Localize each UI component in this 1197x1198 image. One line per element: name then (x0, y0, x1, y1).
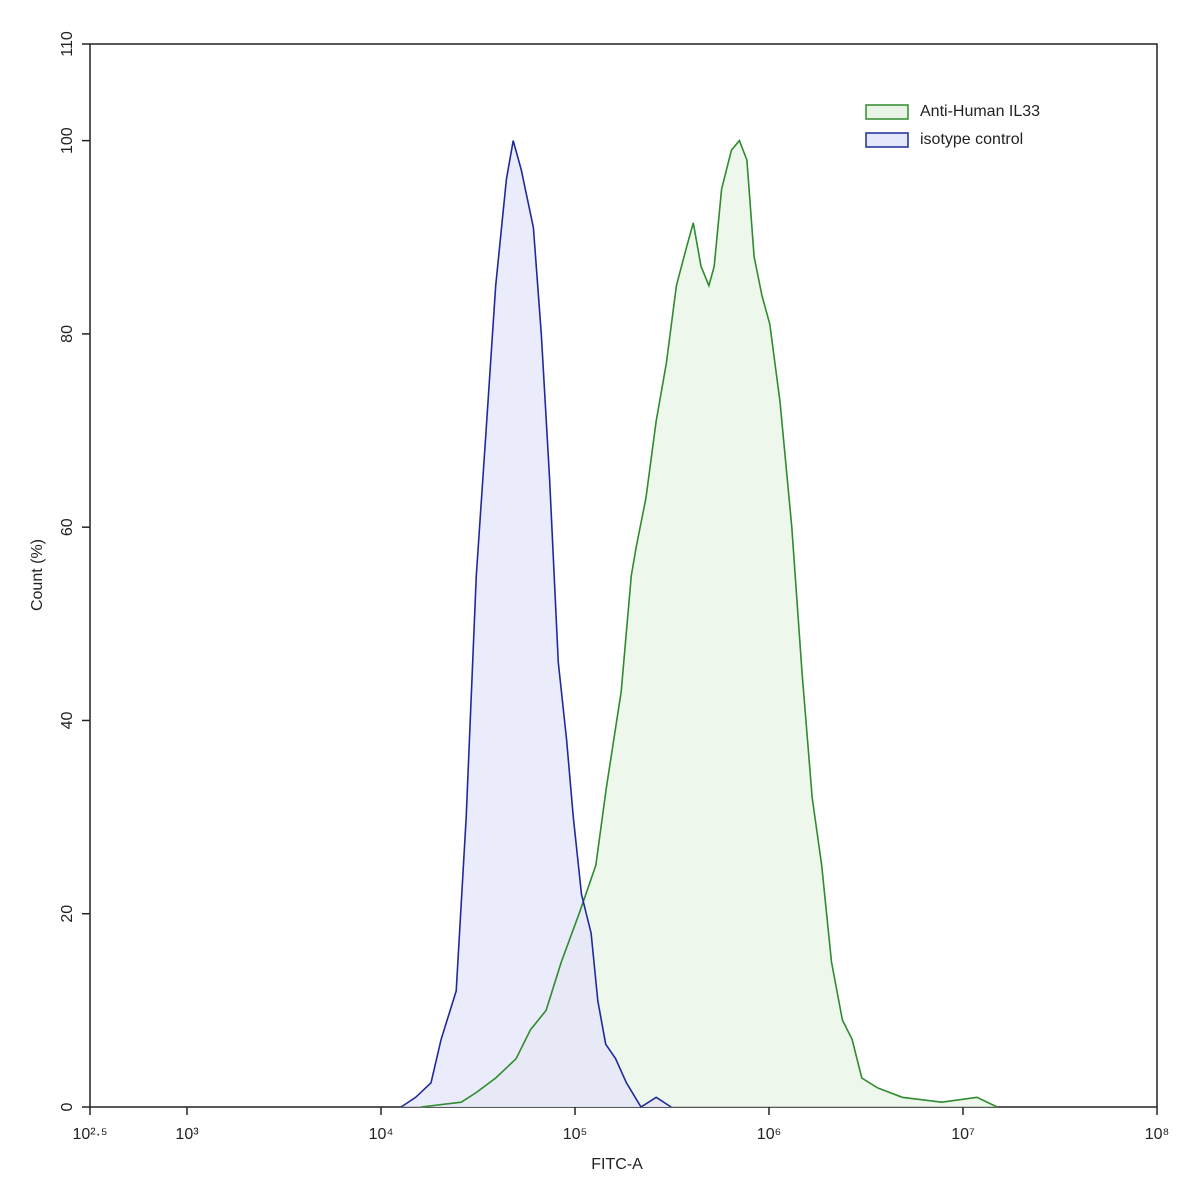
legend-label: isotype control (920, 131, 1023, 148)
y-tick-label: 0 (59, 1102, 76, 1111)
y-axis-label: Count (%) (29, 539, 46, 611)
y-tick-label: 100 (59, 127, 76, 154)
x-tick-label: 10⁸ (1145, 1126, 1170, 1143)
series-line (400, 140, 672, 1109)
y-tick-label: 80 (59, 325, 76, 343)
x-tick-label: 10²·⁵ (72, 1126, 107, 1143)
legend-swatch (865, 104, 909, 120)
x-tick-label: 10⁷ (951, 1126, 975, 1143)
x-axis-label: FITC-A (591, 1156, 643, 1173)
y-tick-label: 110 (59, 31, 76, 57)
x-tick-label: 10⁴ (369, 1126, 394, 1143)
x-tick-label: 10⁵ (563, 1126, 587, 1143)
y-tick-label: 20 (59, 905, 76, 923)
legend-label: Anti-Human IL33 (920, 103, 1040, 120)
area-fill (421, 140, 998, 1108)
x-tick-label: 10³ (175, 1126, 199, 1143)
area-fill (401, 140, 672, 1108)
y-tick-label: 40 (59, 711, 76, 729)
series-line (421, 139, 998, 1108)
legend-swatch (865, 132, 909, 148)
y-tick-label: 60 (59, 518, 76, 536)
x-tick-label: 10⁶ (757, 1126, 781, 1143)
